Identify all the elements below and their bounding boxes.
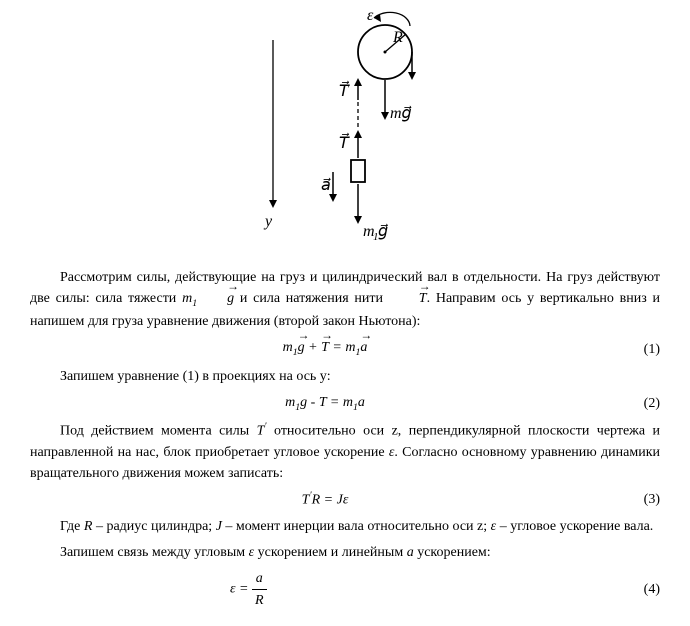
paragraph-5: Запишем связь между угловым ε ускорением… [30, 542, 660, 563]
radius-label: R [392, 29, 403, 46]
equation-1: m1g + T = m1a (1) [30, 337, 660, 360]
T-prime-superscript: ′ [347, 83, 350, 95]
paragraph-2: Запишем уравнение (1) в проекциях на ось… [30, 366, 660, 387]
paragraph-4: Где R – радиус цилиндра; J – момент инер… [30, 516, 660, 537]
equation-3-number: (3) [620, 489, 660, 510]
equation-4-body: ε = a R [30, 568, 620, 611]
epsilon-symbol: ε [367, 10, 374, 24]
m1g-g: g⃗ [378, 223, 388, 240]
equation-2-number: (2) [620, 393, 660, 414]
equation-2-body: m1g - T = m1a [30, 392, 620, 415]
paragraph-3: Под действием момента силы T′ относитель… [30, 420, 660, 484]
a-label: a⃗ [321, 177, 331, 194]
mechanics-diagram: ε R T⃗ ′ T⃗ mg⃗ a⃗ [255, 10, 435, 245]
figure-container: ε R T⃗ ′ T⃗ mg⃗ a⃗ [30, 10, 660, 252]
T-label: T⃗ [339, 132, 350, 152]
equation-2: m1g - T = m1a (2) [30, 392, 660, 415]
equation-1-number: (1) [620, 339, 660, 360]
equation-3-body: T′R = Jε [30, 489, 620, 511]
equation-1-body: m1g + T = m1a [30, 337, 620, 360]
mg-label: mg⃗ [390, 105, 412, 122]
y-axis-label: y [263, 213, 273, 230]
paragraph-1: Рассмотрим силы, действующие на груз и ц… [30, 267, 660, 332]
equation-4: ε = a R (4) [30, 568, 660, 611]
equation-3: T′R = Jε (3) [30, 489, 660, 511]
